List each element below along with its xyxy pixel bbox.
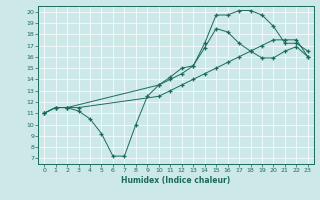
X-axis label: Humidex (Indice chaleur): Humidex (Indice chaleur) — [121, 176, 231, 185]
